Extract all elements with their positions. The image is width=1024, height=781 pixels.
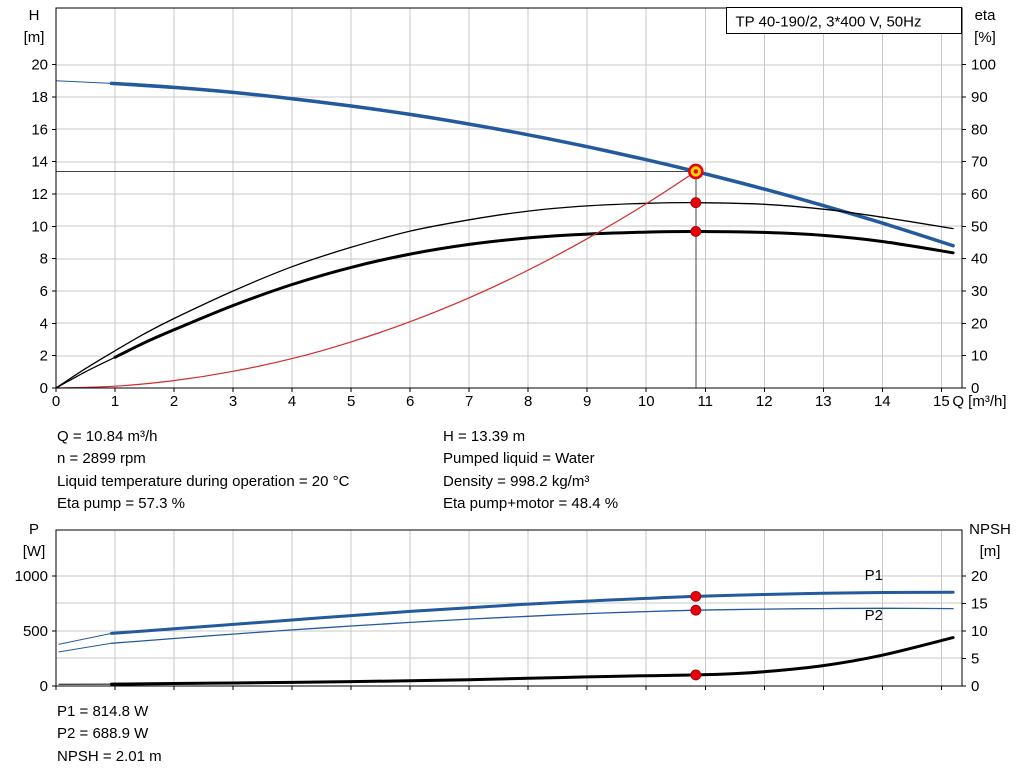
- p1-curve-lead: [58, 632, 112, 645]
- x-tick-label: 1: [111, 393, 119, 410]
- p2-curve: [110, 607, 954, 644]
- x-tick-label: 12: [756, 393, 773, 410]
- y-right-axis-label: eta: [975, 7, 997, 24]
- npsh-marker: [690, 669, 702, 681]
- y-right-tick-label: 0: [971, 678, 979, 695]
- x-tick-label: 3: [229, 393, 237, 410]
- info-line-liquid-temperature: Liquid temperature during operation = 20…: [57, 472, 350, 490]
- info-line-pumped-liquid: Pumped liquid = Water: [443, 450, 595, 468]
- p2-series-label: P2: [865, 607, 883, 624]
- y-right-tick-label: 70: [971, 154, 988, 171]
- y-left-tick-label: 16: [31, 121, 48, 138]
- y-right-tick-label: 5: [971, 650, 979, 667]
- power-npsh-chart[interactable]: 0 500 1000 0 5 10 15 20 P [W] NPSH [m] P1 P2: [0, 518, 1024, 698]
- x-tick-label: 10: [638, 393, 655, 410]
- x-tick-label: 8: [524, 393, 532, 410]
- duty-point-marker-center: [693, 169, 699, 174]
- x-tick-label: 9: [583, 393, 591, 410]
- info-line-speed: n = 2899 rpm: [57, 450, 146, 468]
- chart-title-box: [726, 7, 962, 34]
- x-tick-label: 6: [406, 393, 414, 410]
- p2-marker: [690, 604, 702, 616]
- y-left-axis-label: [W]: [23, 543, 46, 560]
- x-tick-label: 11: [697, 393, 713, 410]
- y-left-tick-label: 0: [40, 678, 48, 695]
- x-tick-label: 7: [465, 393, 473, 410]
- y-right-tick-label: 90: [971, 89, 988, 106]
- x-tick-label: 4: [288, 393, 296, 410]
- head-curve: [109, 81, 955, 248]
- y-right-tick-label: 0: [971, 380, 979, 397]
- p1-curve: [110, 590, 955, 635]
- y-left-tick-label: 20: [31, 57, 48, 74]
- y-right-tick-label: 80: [971, 121, 988, 138]
- y-left-axis-label: [m]: [24, 29, 45, 46]
- x-tick-label: 15: [933, 393, 950, 410]
- head-curve-lead: [55, 80, 112, 84]
- x-tick-label: 13: [815, 393, 832, 410]
- operating-point-summary: Q = 10.84 m³/h n = 2899 rpm Liquid tempe…: [0, 426, 1024, 520]
- y-left-tick-label: 8: [40, 251, 48, 268]
- info-line-eta-pump: Eta pump = 57.3 %: [57, 495, 185, 513]
- info-line-h: H = 13.39 m: [443, 428, 526, 445]
- info-line-p2: P2 = 688.9 W: [57, 725, 149, 743]
- info-line-p1: P1 = 814.8 W: [57, 703, 149, 720]
- plot-border: [55, 7, 963, 389]
- y-left-tick-label: 4: [40, 315, 48, 332]
- y-right-axis-label: NPSH: [969, 521, 1011, 538]
- eta-pump-motor-curve: [113, 229, 955, 359]
- y-right-axis-label: [%]: [974, 29, 996, 46]
- y-left-tick-label: 10: [31, 218, 48, 235]
- operating-point-right-column: H = 13.39 m Pumped liquid = Water Densit…: [443, 426, 618, 516]
- chart-title: TP 40-190/2, 3*400 V, 50Hz: [736, 14, 922, 31]
- y-left-tick-label: 12: [31, 186, 48, 203]
- y-left-tick-label: 0: [40, 380, 48, 397]
- p1-series-label: P1: [865, 567, 883, 584]
- x-tick-label: 2: [170, 393, 178, 410]
- y-right-tick-label: 60: [971, 186, 988, 203]
- info-line-density: Density = 998.2 kg/m³: [443, 472, 590, 490]
- x-tick-label: 5: [347, 393, 355, 410]
- system-curve: [55, 170, 697, 389]
- eta-pump-motor-marker: [690, 226, 702, 237]
- y-left-axis-label: P: [29, 521, 39, 538]
- y-right-tick-label: 15: [971, 595, 988, 612]
- y-right-tick-label: 10: [971, 623, 988, 640]
- y-right-tick-label: 40: [971, 251, 988, 268]
- eta-pump-marker: [690, 197, 702, 209]
- y-right-tick-label: 20: [971, 315, 988, 332]
- y-right-tick-label: 10: [971, 348, 988, 365]
- p2-curve-lead: [58, 642, 112, 653]
- info-line-q: Q = 10.84 m³/h: [57, 428, 158, 445]
- info-line-eta-pump-motor: Eta pump+motor = 48.4 %: [443, 495, 619, 513]
- y-left-tick-label: 6: [40, 283, 48, 300]
- x-tick-label: 14: [874, 393, 891, 410]
- y-left-tick-label: 500: [23, 623, 48, 640]
- y-left-tick-label: 14: [31, 154, 48, 171]
- y-left-tick-label: 18: [31, 89, 48, 106]
- npsh-curve: [110, 636, 955, 686]
- power-npsh-summary: P1 = 814.8 W P2 = 688.9 W NPSH = 2.01 m: [57, 701, 162, 768]
- eta-pump-curve: [55, 201, 954, 389]
- y-right-tick-label: 50: [971, 218, 988, 235]
- x-tick-label: 0: [52, 393, 60, 410]
- p1-marker: [690, 590, 702, 602]
- y-right-axis-label: [m]: [980, 543, 1001, 560]
- y-right-tick-label: 20: [971, 568, 988, 585]
- y-left-tick-label: 1000: [15, 568, 48, 585]
- plot-border: [55, 529, 963, 687]
- x-axis-label: Q [m³/h]: [952, 393, 1006, 410]
- info-line-npsh: NPSH = 2.01 m: [57, 747, 162, 765]
- hq-eta-chart[interactable]: 0246810121416182001020304050607080901000…: [0, 0, 1024, 420]
- y-left-tick-label: 2: [40, 348, 48, 365]
- operating-point-left-column: Q = 10.84 m³/h n = 2899 rpm Liquid tempe…: [57, 426, 349, 516]
- y-right-tick-label: 100: [971, 57, 996, 74]
- y-left-axis-label: H: [29, 7, 40, 24]
- eta-pump-motor-curve-lead: [55, 356, 116, 389]
- y-right-tick-label: 30: [971, 283, 988, 300]
